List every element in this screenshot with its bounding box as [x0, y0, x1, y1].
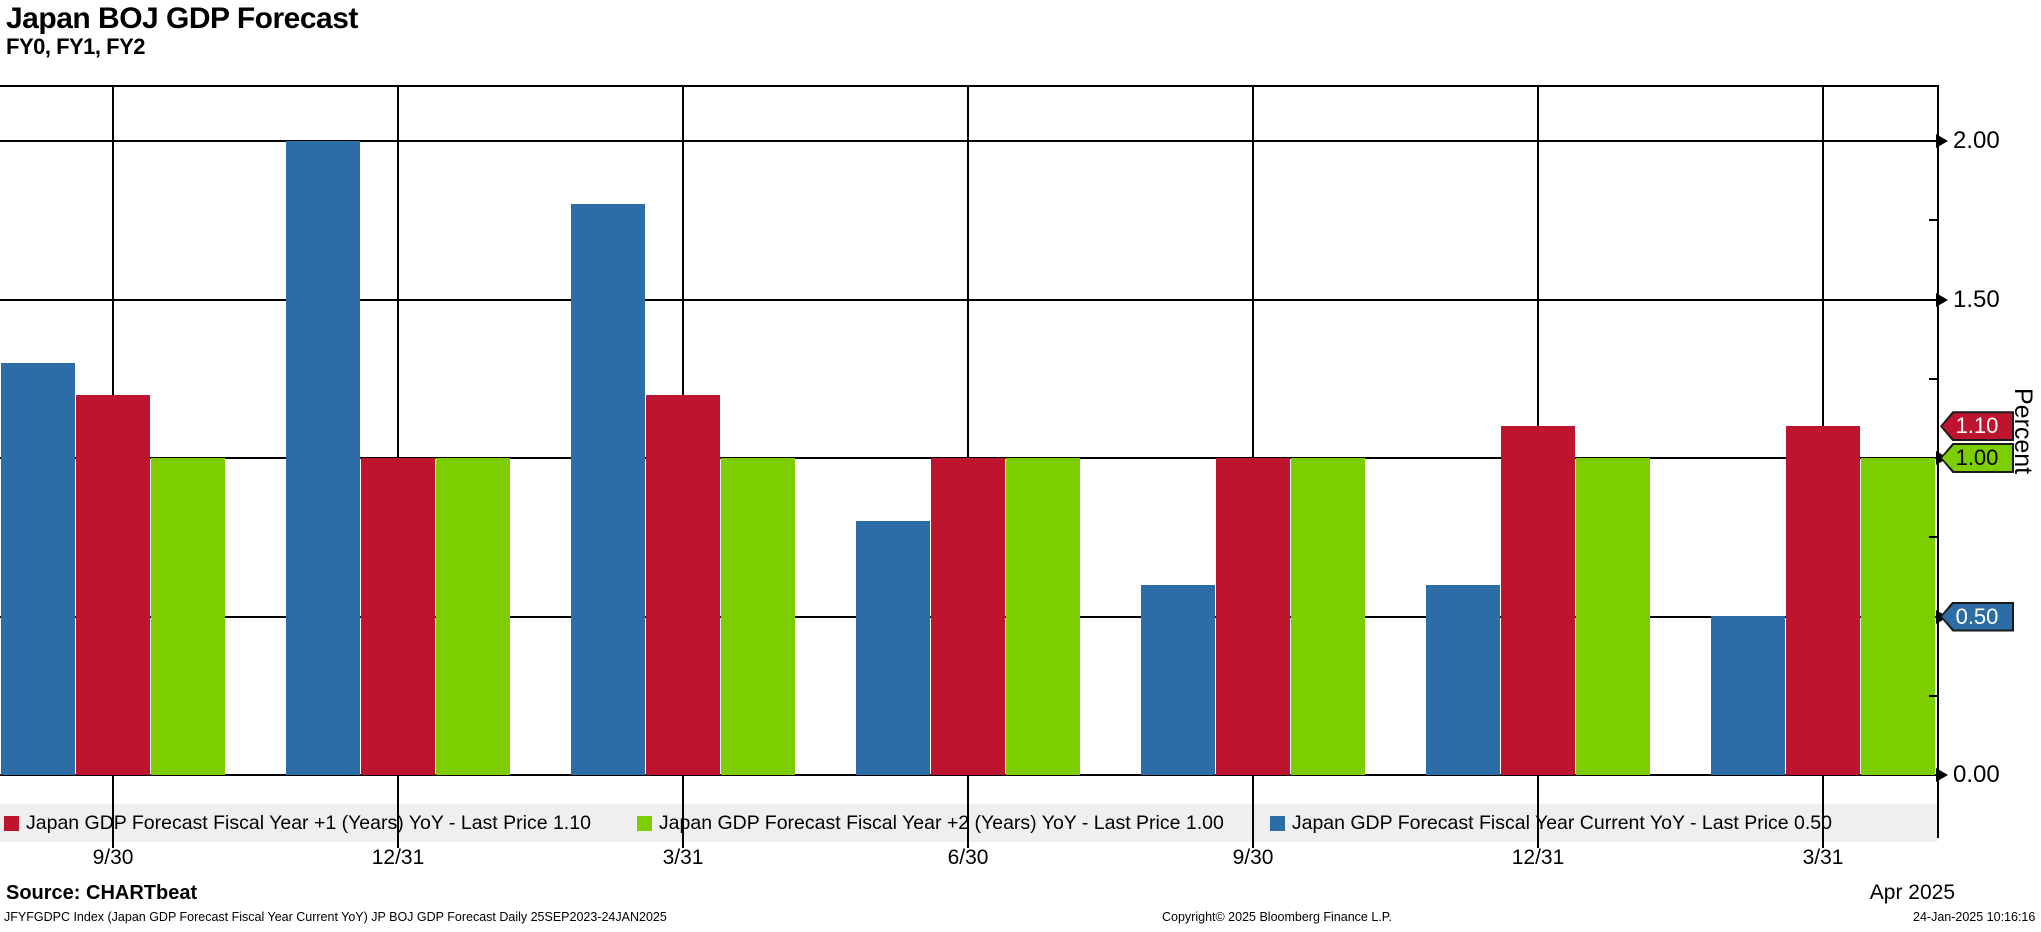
bar-japan-gdp-forecast-fiscal-year-current-yoy-3-31: [571, 204, 645, 775]
bar-japan-gdp-forecast-fiscal-year-+1-(years)-yoy-9-30: [1216, 458, 1290, 775]
bar-japan-gdp-forecast-fiscal-year-+2-(years)-yoy-12-31: [436, 458, 510, 775]
legend: Japan GDP Forecast Fiscal Year +1 (Years…: [4, 804, 1832, 842]
bar-japan-gdp-forecast-fiscal-year-+1-(years)-yoy-12-31: [361, 458, 435, 775]
y-minor-tick: [1929, 377, 1938, 380]
bar-japan-gdp-forecast-fiscal-year-+1-(years)-yoy-3-31: [1786, 426, 1860, 775]
y-axis-line: [1937, 85, 1939, 838]
bar-japan-gdp-forecast-fiscal-year-+1-(years)-yoy-6-30: [931, 458, 1005, 775]
y-tick-arrow: [1936, 292, 1948, 307]
legend-label: Japan GDP Forecast Fiscal Year +1 (Years…: [26, 811, 591, 834]
bar-japan-gdp-forecast-fiscal-year-+2-(years)-yoy-9-30: [1291, 458, 1365, 775]
price-tag-value: 0.50: [1942, 603, 2012, 630]
price-tag-value: 1.00: [1942, 445, 2012, 471]
bar-japan-gdp-forecast-fiscal-year-current-yoy-3-31: [1711, 616, 1785, 775]
last-price-tag-0.50: 0.50: [1940, 601, 2014, 632]
bar-japan-gdp-forecast-fiscal-year-current-yoy-12-31: [286, 141, 360, 775]
y-minor-tick: [1929, 219, 1938, 222]
bar-japan-gdp-forecast-fiscal-year-+2-(years)-yoy-3-31: [721, 458, 795, 775]
last-price-tag-1.00: 1.00: [1940, 443, 2014, 473]
legend-swatch-icon: [636, 815, 652, 831]
x-axis-period-label: Apr 2025: [1869, 881, 1955, 904]
price-tag-value: 1.10: [1942, 413, 2012, 440]
x-tick-label-9-30: 9/30: [92, 846, 134, 869]
bar-japan-gdp-forecast-fiscal-year-+1-(years)-yoy-3-31: [646, 395, 720, 775]
y-tick-label: 0.00: [1953, 761, 2000, 788]
legend-item-japan-gdp-forecast-fiscal-year-+2-(years)-yoy: Japan GDP Forecast Fiscal Year +2 (Years…: [636, 811, 1224, 835]
bar-japan-gdp-forecast-fiscal-year-current-yoy-9-30: [1, 363, 75, 775]
bar-japan-gdp-forecast-fiscal-year-+1-(years)-yoy-9-30: [76, 395, 150, 775]
legend-swatch-icon: [1269, 815, 1285, 831]
x-tick-label-3-31: 3/31: [1802, 846, 1844, 869]
footer-timestamp: 24-Jan-2025 10:16:16: [1913, 910, 2036, 924]
footer-index-description: JFYFGDPC Index (Japan GDP Forecast Fisca…: [4, 910, 667, 924]
bar-japan-gdp-forecast-fiscal-year-+2-(years)-yoy-12-31: [1576, 458, 1650, 775]
legend-item-japan-gdp-forecast-fiscal-year-current-yoy: Japan GDP Forecast Fiscal Year Current Y…: [1269, 811, 1832, 835]
y-tick-label: 1.50: [1953, 285, 2000, 313]
x-tick-label-12-31: 12/31: [1511, 846, 1565, 869]
footer-copyright: Copyright© 2025 Bloomberg Finance L.P.: [1162, 910, 1392, 924]
x-tick-label-12-31: 12/31: [371, 846, 425, 869]
y-minor-tick: [1929, 694, 1938, 697]
legend-label: Japan GDP Forecast Fiscal Year +2 (Years…: [658, 811, 1224, 834]
bar-japan-gdp-forecast-fiscal-year-+2-(years)-yoy-3-31: [1861, 458, 1935, 775]
y-tick-arrow: [1936, 768, 1948, 782]
y-tick-label: 2.00: [1953, 127, 2000, 154]
y-tick-arrow: [1936, 134, 1948, 148]
x-tick-label-6-30: 6/30: [947, 846, 989, 869]
source-label: Source: CHARTbeat: [6, 882, 198, 904]
x-tick-label-9-30: 9/30: [1232, 846, 1274, 869]
bar-japan-gdp-forecast-fiscal-year-+1-(years)-yoy-12-31: [1501, 426, 1575, 775]
legend-label: Japan GDP Forecast Fiscal Year Current Y…: [1291, 811, 1832, 834]
page-subtitle: FY0, FY1, FY2: [6, 34, 146, 59]
bar-japan-gdp-forecast-fiscal-year-current-yoy-6-30: [856, 521, 930, 775]
bar-japan-gdp-forecast-fiscal-year-+2-(years)-yoy-6-30: [1006, 458, 1080, 775]
bar-japan-gdp-forecast-fiscal-year-current-yoy-12-31: [1426, 585, 1500, 775]
legend-swatch-icon: [4, 815, 19, 831]
page-title: Japan BOJ GDP Forecast: [6, 2, 358, 35]
last-price-tag-1.10: 1.10: [1940, 411, 2014, 442]
x-tick-label-3-31: 3/31: [662, 846, 704, 869]
y-minor-tick: [1929, 536, 1938, 539]
bar-japan-gdp-forecast-fiscal-year-+2-(years)-yoy-9-30: [151, 458, 225, 775]
bar-japan-gdp-forecast-fiscal-year-current-yoy-9-30: [1141, 585, 1215, 775]
legend-item-japan-gdp-forecast-fiscal-year-+1-(years)-yoy: Japan GDP Forecast Fiscal Year +1 (Years…: [4, 812, 591, 835]
